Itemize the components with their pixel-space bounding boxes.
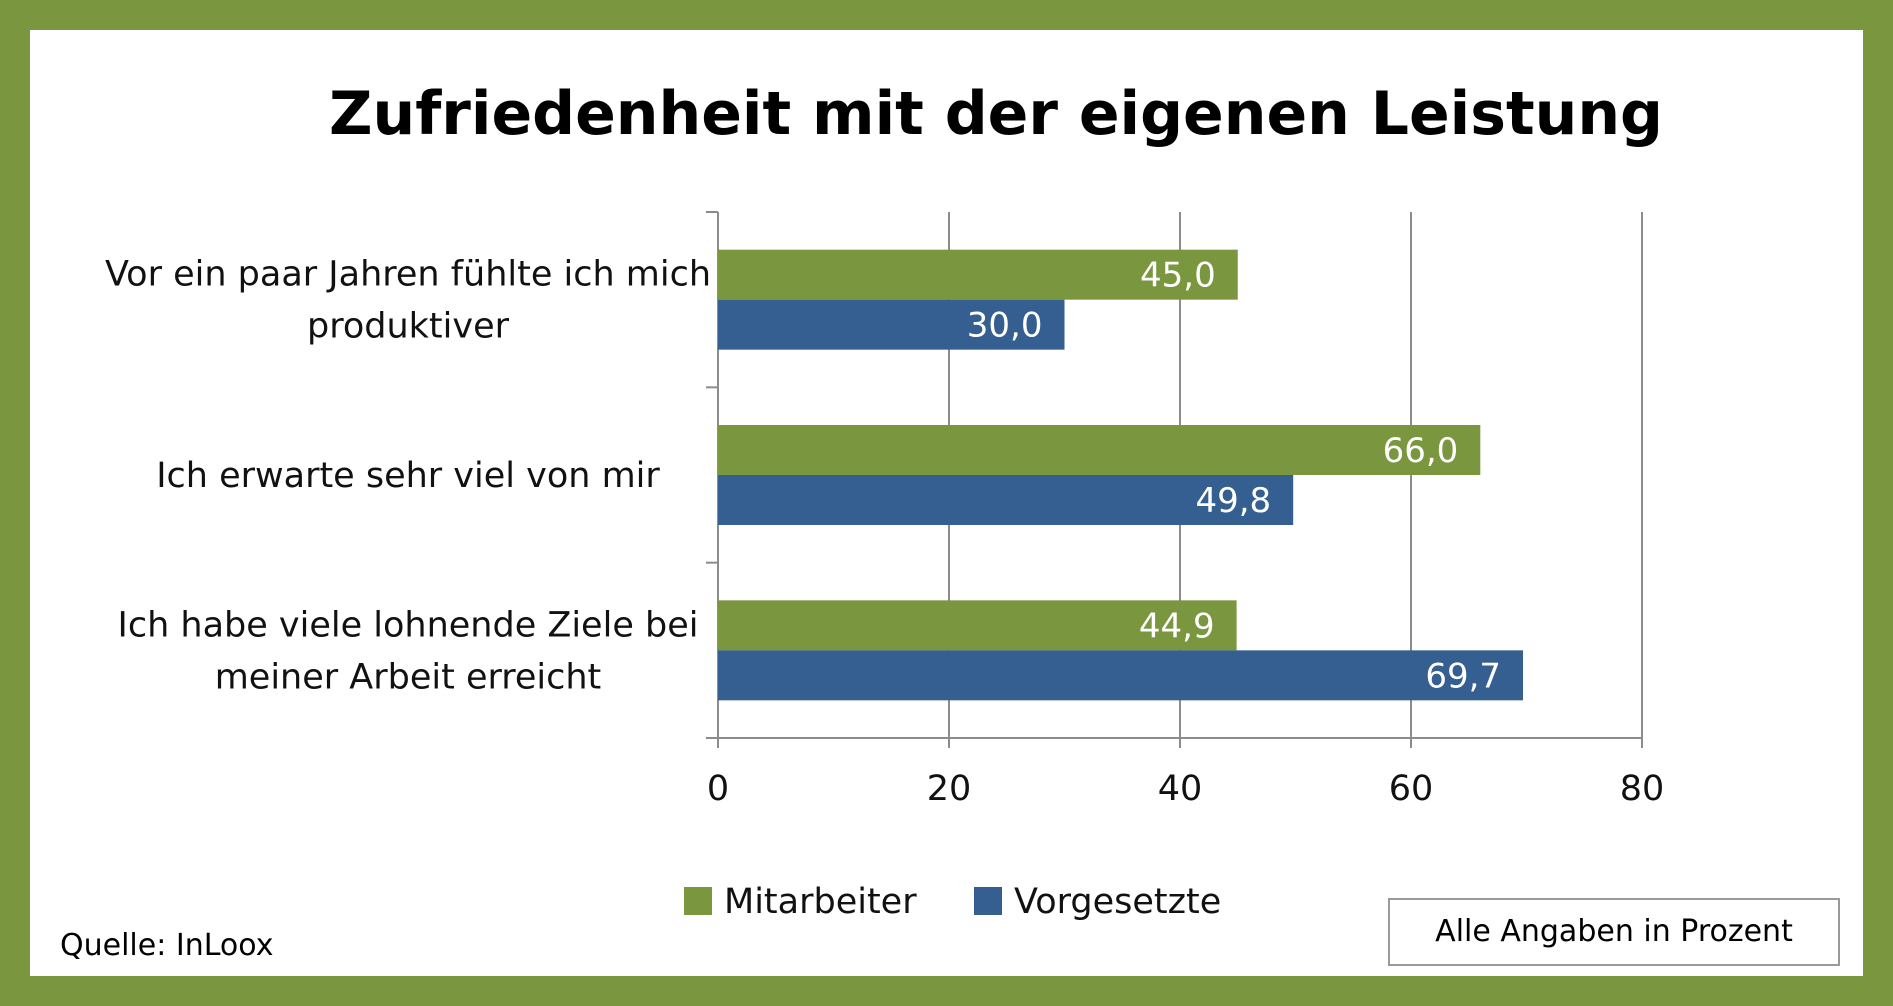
category-label: Vor ein paar Jahren fühlte ich mich produ…	[105, 255, 711, 347]
data-label: 69,7	[1425, 656, 1501, 696]
data-labels: 45,0 30,0 66,0 49,8 44,9 69,7	[967, 256, 1501, 697]
x-tick-label: 20	[927, 769, 972, 809]
category-label: Ich habe viele lohnende Ziele bei meiner …	[118, 605, 699, 697]
chart-frame: Zufriedenheit mit der eigenen Leistung 4…	[30, 30, 1863, 976]
bar-vorgesetzte	[718, 475, 1294, 525]
data-label: 45,0	[1140, 256, 1216, 296]
bar-mitarbeiter	[718, 600, 1237, 651]
category-label-line: Ich erwarte sehr viel von mir	[156, 456, 660, 496]
data-label: 49,8	[1195, 481, 1271, 521]
legend-label-mitarbeiter: Mitarbeiter	[724, 882, 917, 922]
units-note: Alle Angaben in Prozent	[1435, 914, 1793, 949]
x-tick-label: 60	[1389, 769, 1434, 809]
units-note-box: Alle Angaben in Prozent	[1388, 898, 1840, 966]
category-label-line: produktiver	[307, 307, 510, 347]
legend: Mitarbeiter Vorgesetzte	[684, 882, 1221, 922]
bar-chart: Zufriedenheit mit der eigenen Leistung 4…	[105, 79, 1664, 922]
x-tick-label: 0	[707, 769, 729, 809]
bar-mitarbeiter	[718, 249, 1238, 300]
legend-swatch-mitarbeiter	[684, 887, 712, 915]
bar-vorgesetzte	[718, 650, 1524, 701]
legend-label-vorgesetzte: Vorgesetzte	[1014, 882, 1221, 922]
bar-mitarbeiter	[718, 425, 1481, 475]
data-label: 44,9	[1139, 606, 1215, 646]
category-label-line: Ich habe viele lohnende Ziele bei	[118, 605, 699, 645]
category-label-line: meiner Arbeit erreicht	[215, 657, 602, 697]
x-tick-label: 80	[1620, 769, 1665, 809]
bars	[718, 249, 1524, 701]
category-label: Ich erwarte sehr viel von mir	[156, 456, 660, 496]
chart-title: Zufriedenheit mit der eigenen Leistung	[329, 79, 1663, 149]
x-tick-labels: 0 20 40 60 80	[707, 769, 1664, 809]
category-label-line: Vor ein paar Jahren fühlte ich mich	[105, 255, 711, 295]
data-label: 30,0	[967, 306, 1043, 346]
x-tick-label: 40	[1158, 769, 1203, 809]
category-labels: Vor ein paar Jahren fühlte ich mich produ…	[105, 255, 711, 698]
data-label: 66,0	[1383, 431, 1459, 471]
bar-vorgesetzte	[718, 299, 1065, 350]
source-note: Quelle: InLoox	[60, 928, 274, 963]
legend-swatch-vorgesetzte	[974, 887, 1002, 915]
